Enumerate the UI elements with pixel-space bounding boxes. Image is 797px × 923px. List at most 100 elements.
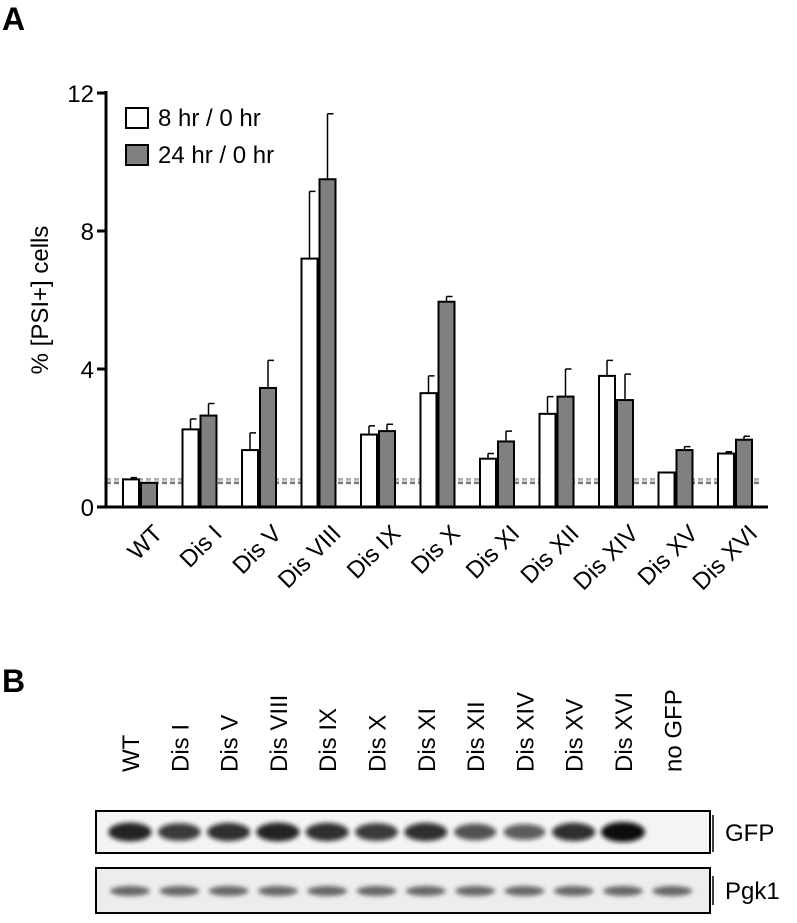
error-bar — [743, 435, 750, 440]
y-tick-label: 12 — [67, 81, 94, 108]
bar — [735, 438, 753, 509]
band-label: Pgk1 — [725, 878, 780, 905]
error-bar — [130, 476, 137, 480]
blot-band — [110, 886, 150, 896]
bar — [497, 440, 515, 509]
error-bar — [505, 430, 512, 442]
bar — [556, 395, 575, 509]
lane-label: Dis XV — [562, 699, 589, 772]
blot-band — [256, 822, 300, 842]
legend-swatch — [125, 107, 149, 129]
y-tick-label: 8 — [81, 219, 94, 246]
bar — [300, 257, 319, 508]
error-bar — [207, 402, 215, 416]
blot-band — [305, 822, 349, 842]
blot-band — [405, 886, 446, 896]
lane-label: no GFP — [660, 689, 687, 772]
error-bar — [267, 359, 274, 388]
bar — [675, 449, 694, 509]
blot-band — [455, 886, 496, 896]
error-bar — [368, 425, 375, 435]
bar — [241, 449, 259, 509]
y-tick-label: 4 — [81, 357, 94, 384]
y-axis-label: % [PSI+] cells — [27, 226, 54, 375]
panel-label: B — [2, 663, 25, 699]
blot-band — [504, 886, 545, 896]
x-tick-label: Dis XIV — [568, 520, 644, 596]
blot-band — [553, 886, 594, 896]
x-tick-label: Dis XI — [461, 520, 525, 584]
error-bar — [606, 359, 613, 376]
legend-label: 24 hr / 0 hr — [158, 142, 274, 169]
bar — [140, 481, 158, 509]
blot-band — [404, 822, 448, 842]
y-tick-label: 0 — [81, 495, 94, 522]
bar — [419, 392, 438, 508]
blot-band — [257, 886, 298, 896]
bar — [181, 428, 200, 508]
legend-swatch — [125, 144, 149, 166]
blot-band — [503, 824, 546, 840]
blot-band — [159, 886, 200, 896]
blot-band — [652, 886, 693, 896]
error-bar — [249, 432, 256, 451]
lane-label: WT — [118, 734, 145, 772]
panel-label: A — [2, 1, 25, 37]
lane-label: Dis VIII — [266, 695, 293, 772]
lane-label: Dis XIV — [512, 692, 539, 772]
bar — [538, 412, 557, 509]
error-bar — [487, 452, 494, 459]
lane-label: Dis IX — [315, 708, 342, 772]
error-bar — [624, 373, 631, 401]
x-tick-label: Dis X — [406, 520, 466, 580]
blot-band — [601, 822, 645, 842]
bar — [657, 471, 676, 508]
bar — [122, 478, 140, 508]
error-bar — [386, 423, 393, 432]
bar — [378, 430, 396, 509]
x-tick-label: Dis IX — [342, 520, 406, 584]
blot-band — [603, 886, 643, 896]
lane-label: Dis XI — [414, 708, 441, 772]
lane-label: Dis XII — [463, 701, 490, 772]
lane-label: Dis I — [167, 724, 194, 772]
bar — [259, 386, 277, 509]
error-bar — [326, 112, 334, 180]
x-tick-label: Dis I — [175, 520, 228, 573]
blot-band — [355, 823, 398, 841]
blot-band — [207, 822, 251, 842]
error-bar — [308, 190, 316, 259]
blot-band — [208, 886, 249, 896]
blot-band — [356, 886, 397, 896]
x-tick-label: Dis VIII — [273, 520, 347, 594]
bar — [479, 457, 497, 509]
band-label: GFP — [725, 820, 774, 847]
bar — [616, 399, 634, 508]
x-tick-label: WT — [123, 520, 169, 566]
blot-band — [307, 886, 348, 896]
bar — [360, 433, 378, 508]
error-bar — [189, 418, 197, 430]
lane-label: Dis V — [217, 715, 244, 772]
blot-band — [552, 822, 596, 842]
bar — [199, 414, 218, 509]
error-bar — [683, 445, 691, 451]
legend-label: 8 hr / 0 hr — [158, 105, 261, 132]
error-bar — [546, 395, 554, 414]
bar — [717, 452, 735, 508]
error-bar — [445, 295, 453, 302]
blot-band — [454, 823, 497, 841]
x-tick-label: Dis XVI — [687, 520, 763, 596]
lane-label: Dis X — [365, 715, 392, 772]
bar — [437, 300, 456, 508]
blot-band — [108, 822, 152, 842]
bar — [598, 374, 616, 508]
error-bar — [564, 368, 572, 397]
error-bar — [725, 451, 732, 454]
lane-label: Dis XVI — [611, 692, 638, 772]
bar — [318, 178, 337, 508]
blot-band — [157, 823, 201, 841]
error-bar — [427, 375, 435, 394]
